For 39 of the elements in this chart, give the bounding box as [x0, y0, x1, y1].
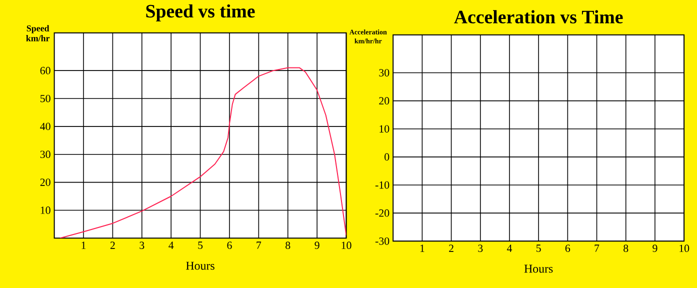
- x-tick-label: 9: [314, 242, 320, 250]
- x-tick-label: 8: [286, 242, 290, 250]
- x-tick-label: 1: [82, 242, 86, 249]
- y-tick-label: 50: [40, 94, 50, 102]
- y-tick-label: 10: [380, 125, 390, 133]
- y-tick-label: 30: [379, 69, 390, 76]
- x-tick-label: 7: [256, 242, 262, 249]
- x-tick-label: 8: [624, 244, 628, 252]
- x-tick-label: 1: [420, 244, 424, 252]
- y-tick-label: 10: [40, 206, 50, 214]
- y-tick-label: 30: [40, 150, 50, 158]
- x-tick-label: 4: [168, 242, 174, 249]
- x-tick-label: 9: [652, 244, 658, 252]
- y-tick-label: 60: [40, 66, 50, 74]
- x-tick-label: 2: [110, 242, 115, 249]
- x-tick-label: 5: [198, 242, 203, 249]
- x-tick-label: 3: [478, 244, 483, 252]
- y-tick-label: -10: [375, 181, 390, 189]
- y-tick-label: -20: [375, 209, 390, 217]
- x-tick-label: 2: [449, 244, 454, 252]
- chart-title: Acceleration vs Time: [454, 10, 623, 24]
- y-tick-label: 20: [379, 97, 390, 105]
- x-tick-label: 4: [506, 244, 512, 252]
- x-tick-label: 6: [227, 242, 232, 250]
- y-tick-label: 20: [40, 178, 50, 186]
- x-tick-label: 7: [594, 244, 600, 252]
- x-tick-label: 10: [342, 242, 352, 250]
- x-tick-label: 5: [536, 244, 541, 252]
- x-tick-label: 6: [565, 244, 570, 252]
- y-tick-label: 0: [384, 153, 390, 161]
- x-axis-title: Hours: [524, 264, 553, 273]
- chart-title: Speed vs time: [146, 4, 255, 22]
- x-tick-label: 3: [140, 242, 144, 250]
- y-axis-title: Speed km/hr: [26, 25, 50, 42]
- x-axis-title: Hours: [186, 262, 214, 270]
- y-tick-label: 40: [40, 122, 50, 130]
- line-series: [60, 67, 346, 238]
- x-tick-label: 10: [680, 244, 690, 252]
- y-tick-label: -30: [375, 237, 390, 245]
